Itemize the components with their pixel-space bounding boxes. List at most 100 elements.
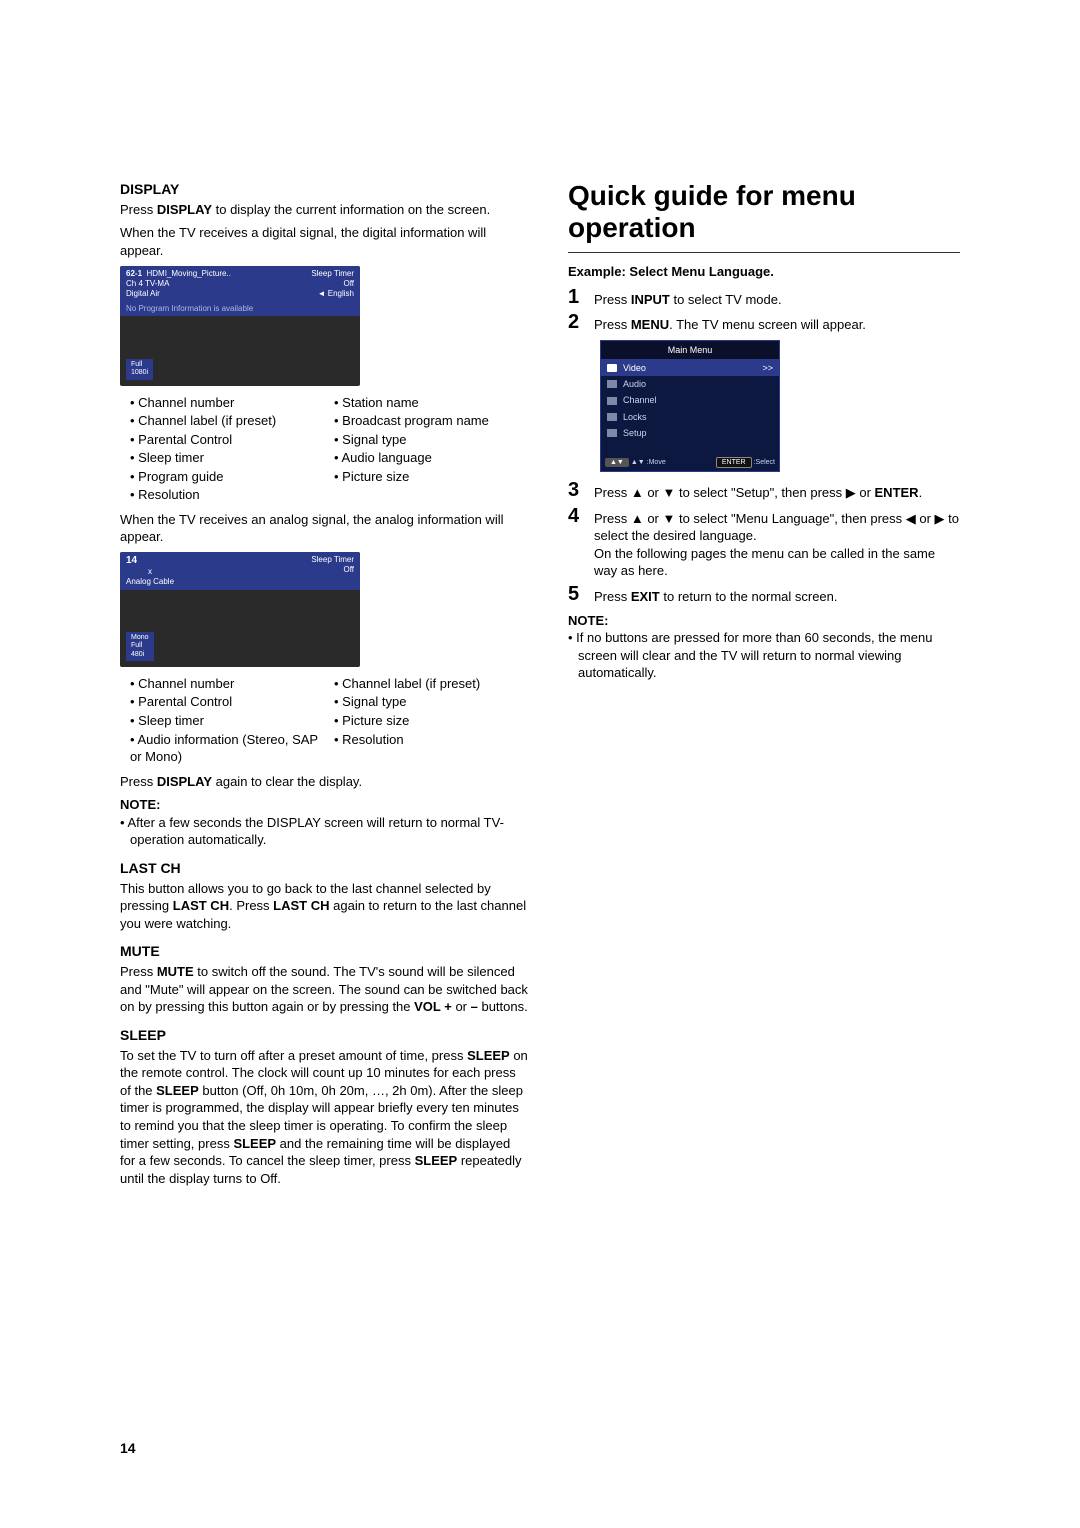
- list-item: Parental Control: [130, 431, 324, 449]
- osd-footer: Mono Full 480i: [126, 632, 154, 661]
- note-heading: NOTE:: [120, 796, 528, 814]
- list-item: Sleep timer: [130, 449, 324, 467]
- example-heading: Example: Select Menu Language.: [568, 263, 960, 281]
- osd-band: 14 x Analog Cable Sleep Timer Off: [120, 552, 360, 591]
- sleep-p: To set the TV to turn off after a preset…: [120, 1047, 528, 1187]
- osd-line3: Digital Air: [126, 289, 231, 299]
- osd-r2: Off: [311, 279, 354, 289]
- step-num: 5: [568, 584, 586, 604]
- text: again to clear the display.: [212, 774, 362, 789]
- step-num: 3: [568, 480, 586, 500]
- text: On the following pages the menu can be c…: [594, 545, 960, 580]
- osd-title: HDMI_Moving_Picture..: [146, 269, 230, 278]
- text: to display the current information on th…: [212, 202, 490, 217]
- osd-analog: 14 x Analog Cable Sleep Timer Off Mono F…: [120, 552, 360, 667]
- menu-label: Channel: [623, 394, 657, 406]
- list-item: Channel number: [130, 675, 324, 693]
- left-column: DISPLAY Press DISPLAY to display the cur…: [120, 180, 528, 1193]
- bold: ENTER: [875, 485, 919, 500]
- main-menu: Main Menu Video >> Audio Channel Locks S…: [600, 340, 780, 472]
- text: Press: [594, 317, 631, 332]
- osd-band: 62-1 HDMI_Moving_Picture.. Ch 4 TV-MA Di…: [120, 266, 360, 302]
- menu-item-audio[interactable]: Audio: [601, 376, 779, 392]
- step-body: Press INPUT to select TV mode.: [594, 287, 960, 309]
- step-num: 1: [568, 287, 586, 307]
- display-bold: DISPLAY: [157, 774, 212, 789]
- text: Press: [594, 589, 631, 604]
- move-label: ▲▼ :Move: [631, 459, 666, 466]
- menu-container: Main Menu Video >> Audio Channel Locks S…: [594, 340, 960, 472]
- osd-r1: Sleep Timer: [311, 555, 354, 565]
- menu-item-video[interactable]: Video >>: [601, 360, 779, 376]
- osd-f2: Full: [131, 642, 149, 650]
- osd-msg: No Program Information is available: [120, 302, 360, 317]
- osd-r2: Off: [311, 565, 354, 575]
- tv-icon: [607, 364, 617, 372]
- move-button: ▲▼: [605, 458, 629, 467]
- bold: SLEEP: [156, 1083, 199, 1098]
- list-item: Audio information (Stereo, SAP or Mono): [130, 731, 324, 766]
- menu-title: Main Menu: [601, 341, 779, 360]
- gear-icon: [607, 429, 617, 437]
- lock-icon: [607, 413, 617, 421]
- menu-item-locks[interactable]: Locks: [601, 409, 779, 425]
- step-5: 5 Press EXIT to return to the normal scr…: [568, 584, 960, 606]
- text: Press ▲ or ▼ to select "Setup", then pre…: [594, 485, 875, 500]
- list-item: Program guide: [130, 468, 324, 486]
- select-label: :Select: [754, 459, 775, 466]
- page-title: Quick guide for menu operation: [568, 180, 960, 253]
- mute-heading: MUTE: [120, 942, 528, 961]
- osd-digital: 62-1 HDMI_Moving_Picture.. Ch 4 TV-MA Di…: [120, 266, 360, 386]
- page-number: 14: [120, 1439, 136, 1458]
- menu-label: Locks: [623, 411, 647, 423]
- channel-icon: [607, 397, 617, 405]
- list-item: Signal type: [334, 693, 528, 711]
- step-body: Press MENU. The TV menu screen will appe…: [594, 312, 960, 334]
- text: Press: [120, 774, 157, 789]
- menu-footer: ▲▼▲▼ :Move ENTER:Select: [601, 455, 779, 471]
- bullets-analog: Channel number Parental Control Sleep ti…: [120, 675, 528, 767]
- display-p1: Press DISPLAY to display the current inf…: [120, 201, 528, 219]
- step-num: 4: [568, 506, 586, 526]
- text: Press: [120, 202, 157, 217]
- bold: –: [471, 999, 478, 1014]
- note-body: If no buttons are pressed for more than …: [568, 629, 960, 682]
- arrows-icon: >>: [762, 362, 773, 374]
- list-item: Channel label (if preset): [130, 412, 324, 430]
- menu-label: Audio: [623, 378, 646, 390]
- bold: SLEEP: [233, 1136, 276, 1151]
- page: DISPLAY Press DISPLAY to display the cur…: [120, 180, 960, 1193]
- step-body: Press ▲ or ▼ to select "Setup", then pre…: [594, 480, 960, 502]
- text: .: [919, 485, 923, 500]
- list-item: Broadcast program name: [334, 412, 528, 430]
- bold: MENU: [631, 317, 669, 332]
- text: To set the TV to turn off after a preset…: [120, 1048, 467, 1063]
- menu-label: Video: [623, 362, 646, 374]
- text: Press: [594, 292, 631, 307]
- osd-f1: Full: [131, 361, 148, 369]
- list-item: Picture size: [334, 712, 528, 730]
- step-body: Press EXIT to return to the normal scree…: [594, 584, 960, 606]
- osd-line3: Analog Cable: [126, 577, 174, 587]
- bold: LAST CH: [273, 898, 329, 913]
- osd-ch: 62-1: [126, 269, 142, 278]
- display-p2: When the TV receives a digital signal, t…: [120, 224, 528, 259]
- audio-icon: [607, 380, 617, 388]
- osd-line2: Ch 4 TV-MA: [126, 279, 231, 289]
- right-column: Quick guide for menu operation Example: …: [568, 180, 960, 1193]
- text: to select TV mode.: [670, 292, 782, 307]
- display-heading: DISPLAY: [120, 180, 528, 199]
- note-heading: NOTE:: [568, 612, 960, 630]
- text: Press: [120, 964, 157, 979]
- osd-f2: 1080i: [131, 369, 148, 377]
- step-2: 2 Press MENU. The TV menu screen will ap…: [568, 312, 960, 334]
- menu-label: Setup: [623, 427, 647, 439]
- menu-item-setup[interactable]: Setup: [601, 425, 779, 441]
- menu-item-channel[interactable]: Channel: [601, 392, 779, 408]
- lastch-p: This button allows you to go back to the…: [120, 880, 528, 933]
- lastch-heading: LAST CH: [120, 859, 528, 878]
- note-body: After a few seconds the DISPLAY screen w…: [120, 814, 528, 849]
- osd-f3: 480i: [131, 651, 149, 659]
- display-p3: When the TV receives an analog signal, t…: [120, 511, 528, 546]
- step-1: 1 Press INPUT to select TV mode.: [568, 287, 960, 309]
